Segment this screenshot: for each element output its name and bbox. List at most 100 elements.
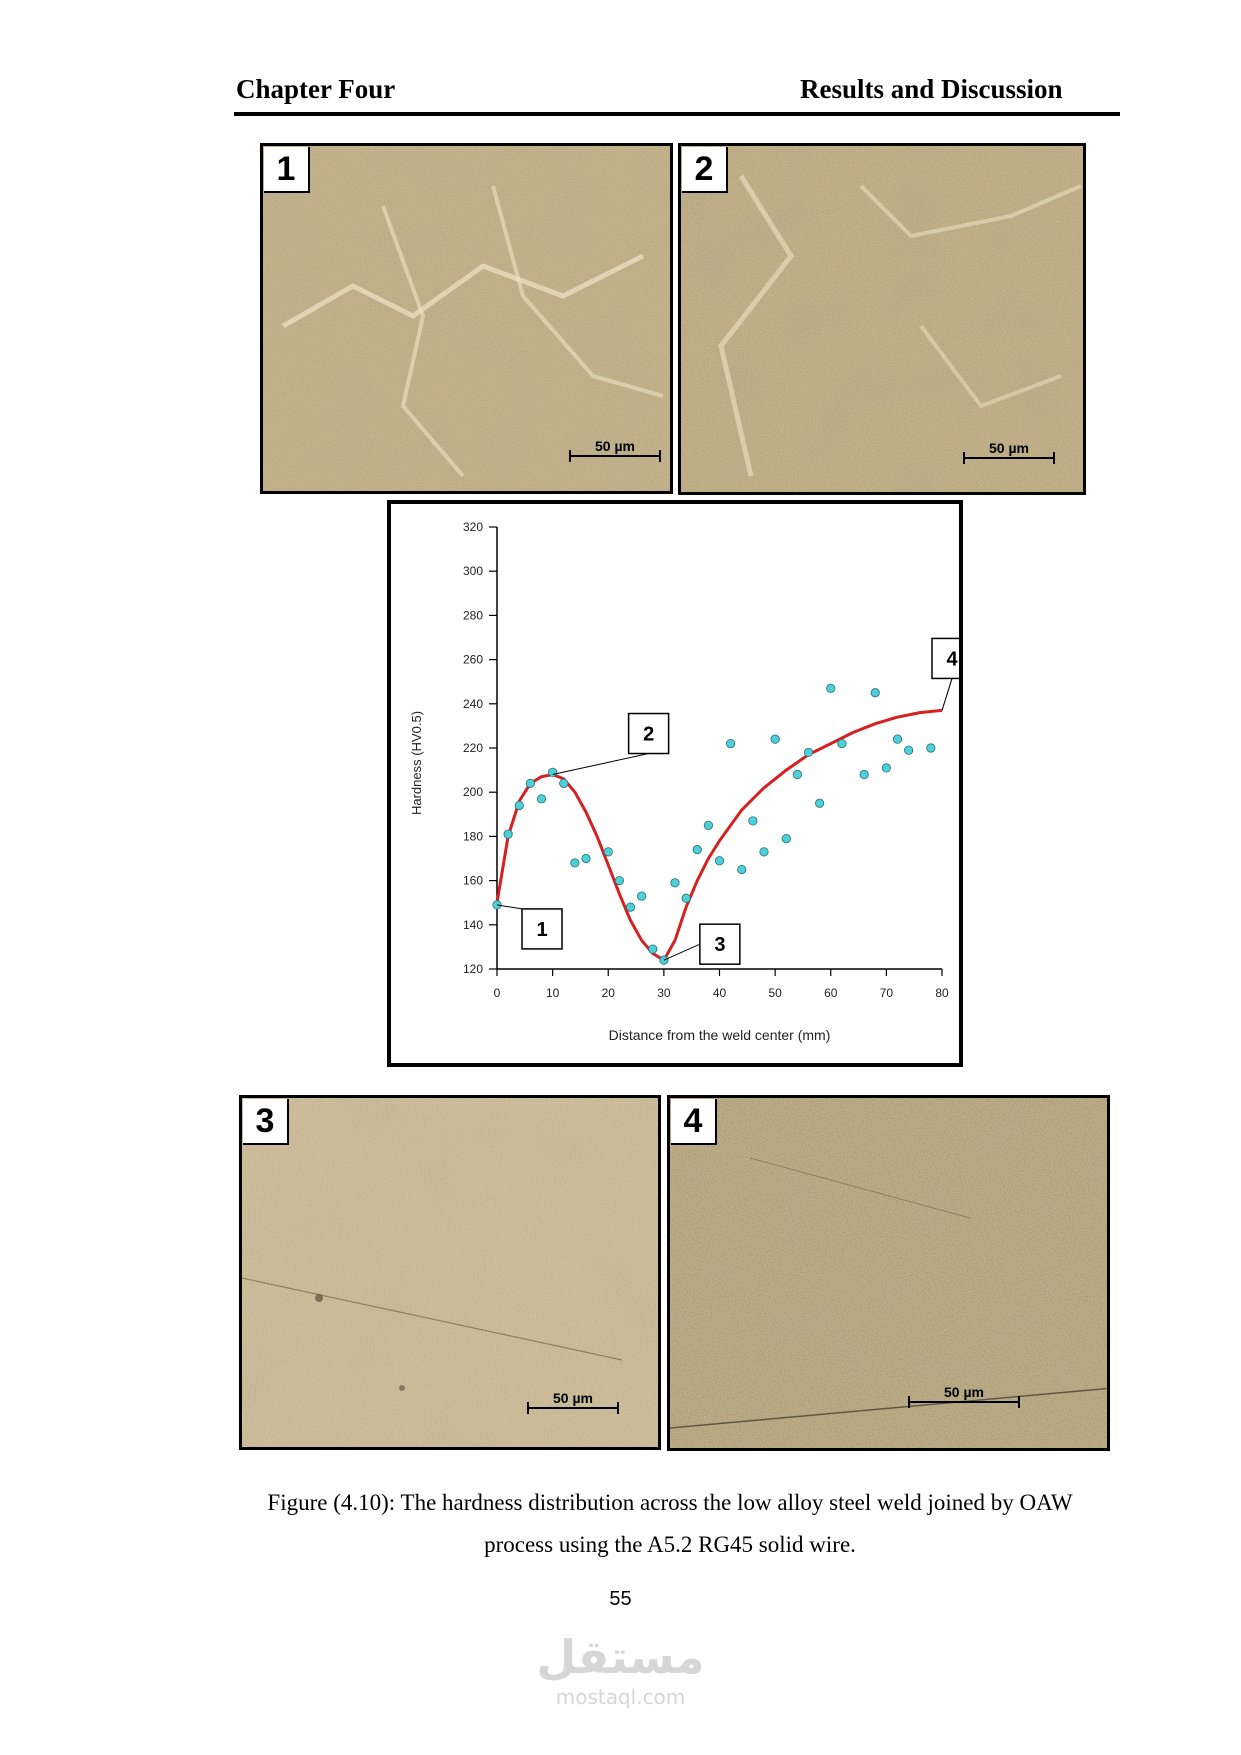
section-title: Results and Discussion [800,74,1063,104]
data-point [703,820,713,830]
micrograph-number: 3 [243,1099,289,1145]
scale-bar: 50 µm [963,440,1055,464]
scale-bar: 50 µm [569,438,661,462]
data-point [781,834,791,844]
micrograph-1: 1 50 µm [260,143,673,494]
data-point [648,944,658,954]
data-point [803,747,814,758]
y-axis-title: Hardness (HV0.5) [409,711,424,815]
data-point [536,794,547,804]
micrograph-texture [670,1098,1107,1448]
data-point [759,847,769,857]
y-tick-label: 120 [463,962,483,976]
scale-bar: 50 µm [908,1384,1020,1408]
scale-bar-label: 50 µm [595,438,635,454]
micrograph-number: 1 [264,147,310,193]
data-point [681,893,691,903]
scale-bar-label: 50 µm [989,440,1029,456]
callout-label: 2 [643,724,654,746]
y-tick-label: 320 [463,520,483,534]
callout-label: 4 [946,648,958,670]
x-tick-label: 20 [602,986,616,1000]
data-point [870,688,880,698]
callout-leader [496,904,523,910]
trend-line [495,708,943,962]
callout-leader [941,678,953,711]
data-point [570,858,580,868]
callout-box [931,637,959,680]
data-point [837,738,847,749]
data-point [514,800,524,811]
scale-bar: 50 µm [527,1390,619,1414]
figure-caption-line-2: process using the A5.2 RG45 solid wire. [484,1532,856,1557]
x-tick-label: 70 [880,986,894,1000]
data-point [737,864,747,875]
callout-leader [552,753,649,776]
data-point [548,767,558,777]
data-point [559,778,569,788]
data-point [714,856,725,866]
data-point [492,900,502,910]
header-rule [234,112,1120,116]
data-point [792,769,802,780]
y-tick-label: 260 [463,653,483,667]
data-point [614,875,624,886]
data-point [881,763,891,773]
callout-label: 1 [536,919,547,941]
data-point [770,734,780,744]
micrograph-4: 4 50 µm [667,1095,1110,1451]
callout-label: 3 [714,934,725,956]
data-point [859,769,869,780]
micrograph-texture [681,146,1083,492]
y-tick-label: 300 [463,564,483,578]
x-tick-label: 50 [768,986,782,1000]
micrograph-texture [242,1098,658,1447]
y-tick-label: 220 [463,741,483,755]
y-tick-label: 160 [463,874,483,888]
callout-box [627,712,670,755]
callout-leader [663,943,701,961]
page-number: 55 [609,1588,632,1610]
micrograph-number: 4 [671,1099,717,1145]
y-tick-label: 180 [463,829,483,843]
micrograph-number: 2 [682,147,728,193]
x-tick-label: 0 [494,986,501,1000]
micrograph-3: 3 50 µm [239,1095,661,1450]
data-point [826,683,836,693]
micrograph-2: 2 50 µm [678,143,1086,495]
x-axis-title: Distance from the weld center (mm) [609,1027,831,1043]
figure-caption-line-1: Figure (4.10): The hardness distribution… [267,1490,1073,1515]
data-point [670,878,680,888]
x-tick-label: 10 [546,986,560,1000]
scale-bar-label: 50 µm [553,1390,593,1406]
data-point [692,845,702,855]
watermark-url: mostaql.com [555,1685,686,1709]
y-tick-label: 200 [463,785,483,799]
x-tick-label: 80 [935,986,949,1000]
data-point [726,738,736,749]
data-point [892,734,903,744]
data-point [637,891,647,901]
x-tick-label: 30 [657,986,671,1000]
data-point [625,902,636,912]
micrograph-texture [263,146,670,491]
hardness-chart: 120 140 160 180 200 220 240 260 280 300 320 0 10 20 30… [387,500,963,1067]
callout-box [521,908,563,950]
chapter-title: Chapter Four [236,74,396,104]
data-point [603,847,613,857]
scale-bar-label: 50 µm [944,1384,984,1400]
data-point [581,853,591,864]
data-point [748,816,758,826]
data-point [926,743,936,753]
watermark-logo: مستقل [536,1630,705,1684]
callout-box [699,923,741,965]
x-tick-label: 40 [713,986,727,1000]
y-tick-label: 140 [463,918,483,932]
data-point [503,829,513,839]
y-tick-label: 280 [463,608,483,622]
data-point [904,745,914,755]
x-tick-label: 60 [824,986,838,1000]
data-point [525,778,535,788]
data-point [815,798,825,808]
